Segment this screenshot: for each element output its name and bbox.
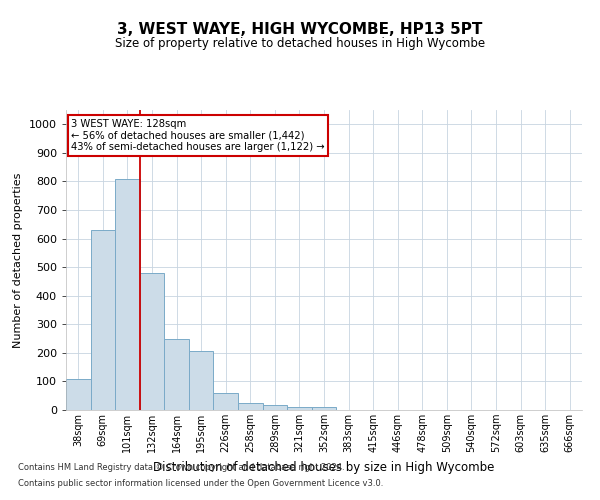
Bar [140, 273, 164, 410]
Text: 3 WEST WAYE: 128sqm
← 56% of detached houses are smaller (1,442)
43% of semi-det: 3 WEST WAYE: 128sqm ← 56% of detached ho… [71, 119, 325, 152]
Text: Contains HM Land Registry data © Crown copyright and database right 2024.: Contains HM Land Registry data © Crown c… [18, 464, 344, 472]
Bar [115, 178, 140, 410]
Y-axis label: Number of detached properties: Number of detached properties [13, 172, 23, 348]
Text: 3, WEST WAYE, HIGH WYCOMBE, HP13 5PT: 3, WEST WAYE, HIGH WYCOMBE, HP13 5PT [118, 22, 482, 38]
Bar [66, 378, 91, 410]
Bar [263, 405, 287, 410]
Bar [287, 406, 312, 410]
Bar [189, 352, 214, 410]
Text: Contains public sector information licensed under the Open Government Licence v3: Contains public sector information licen… [18, 478, 383, 488]
X-axis label: Distribution of detached houses by size in High Wycombe: Distribution of detached houses by size … [154, 460, 494, 473]
Bar [164, 338, 189, 410]
Bar [238, 403, 263, 410]
Text: Size of property relative to detached houses in High Wycombe: Size of property relative to detached ho… [115, 38, 485, 51]
Bar [91, 230, 115, 410]
Bar [312, 407, 336, 410]
Bar [214, 393, 238, 410]
